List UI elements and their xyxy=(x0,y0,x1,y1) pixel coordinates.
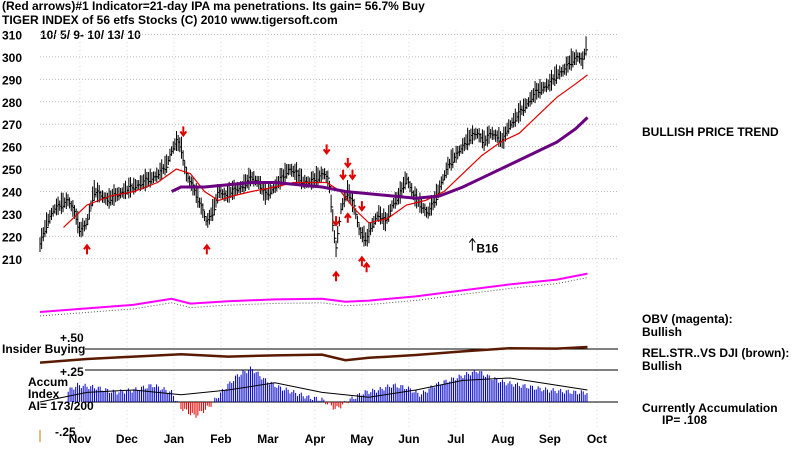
x-tick-label: Aug xyxy=(491,432,514,446)
x-tick-label: Nov xyxy=(69,432,92,446)
y-tick-label: 220 xyxy=(2,230,22,244)
y-tick-label: 250 xyxy=(2,163,22,177)
y-tick-label: 210 xyxy=(2,253,22,267)
insider-buying-label: Insider Buying xyxy=(2,342,86,356)
relstr-line xyxy=(39,345,618,371)
y-tick-label: 230 xyxy=(2,208,22,222)
buy-arrow xyxy=(362,261,371,273)
x-tick-label: Jun xyxy=(398,432,419,446)
sell-arrow xyxy=(358,201,366,212)
chart-header-title: TIGER INDEX of 56 etfs Stocks (C) 2010 w… xyxy=(2,13,338,27)
b16-label: B16 xyxy=(476,242,498,256)
sell-arrow xyxy=(343,157,352,169)
x-tick-label: Sep xyxy=(539,432,561,446)
obv-status: Bullish xyxy=(642,325,683,339)
x-tick-label: May xyxy=(350,432,374,446)
relstr-title: REL.STR..VS DJI (brown): xyxy=(642,346,790,360)
x-tick-label: Dec xyxy=(116,432,138,446)
plus25-label: +.25 xyxy=(60,365,84,379)
accumulation-title: Currently Accumulation xyxy=(642,401,778,415)
buy-arrow xyxy=(343,212,352,223)
y-tick-label: 240 xyxy=(2,185,22,199)
buy-arrow xyxy=(358,255,366,267)
sell-arrow xyxy=(322,144,331,156)
y-tick-label: 270 xyxy=(2,118,22,132)
price-trend-label: BULLISH PRICE TREND xyxy=(642,125,779,139)
signal-arrows xyxy=(83,126,371,282)
ma21-line xyxy=(63,74,588,228)
y-tick-label: 290 xyxy=(2,73,22,87)
relstr-line xyxy=(39,345,588,364)
index-label: Index xyxy=(28,387,60,401)
long-moving-average xyxy=(170,116,589,200)
y-tick-label: 310 xyxy=(2,28,22,42)
price-lines xyxy=(39,36,589,258)
obv-line xyxy=(39,272,588,313)
x-tick-label: Oct xyxy=(587,432,607,446)
chart-header-indicator: (Red arrows)#1 Indicator=21-day IPA ma p… xyxy=(2,0,425,13)
obv-ma-line xyxy=(39,277,588,317)
x-tick-label: Jan xyxy=(164,432,185,446)
chart-date-range: 10/ 5/ 9- 10/ 13/ 10 xyxy=(40,28,141,42)
sell-arrow xyxy=(339,169,347,181)
x-tick-label: Mar xyxy=(257,432,279,446)
accumulation-bars xyxy=(39,366,618,442)
buy-arrow xyxy=(83,243,91,255)
x-tick-label: Jul xyxy=(447,432,464,446)
accum-ma-line xyxy=(39,377,588,403)
sell-arrow xyxy=(332,216,340,227)
accum-label: Accum xyxy=(28,375,69,389)
accumulation-ip: IP= .108 xyxy=(662,413,708,427)
b16-signal: B16 xyxy=(468,237,499,256)
relstr-status: Bullish xyxy=(642,359,683,373)
y-axis-ticks: 310 300 290 280 270 260 250 240 230 220 210 xyxy=(2,28,22,266)
x-tick-label: Apr xyxy=(305,432,326,446)
minus25-label: -.25 xyxy=(55,425,76,439)
buy-arrow xyxy=(332,270,340,282)
y-tick-label: 280 xyxy=(2,96,22,110)
x-axis-ticks: Nov Dec Jan Feb Mar Apr May Jun Jul Aug Sep Oct xyxy=(69,432,607,446)
y-tick-label: 300 xyxy=(2,51,22,65)
sell-arrow xyxy=(348,169,357,181)
x-tick-label: Feb xyxy=(210,432,231,446)
buy-arrow xyxy=(203,243,211,255)
ai-label: AI= 173/200 xyxy=(28,399,94,413)
plus50-label: +.50 xyxy=(60,331,84,345)
y-tick-label: 260 xyxy=(2,141,22,155)
b16-arrow xyxy=(468,237,476,251)
obv-line xyxy=(39,272,588,317)
sell-arrow xyxy=(179,126,188,138)
obv-title: OBV (magenta): xyxy=(642,312,733,326)
